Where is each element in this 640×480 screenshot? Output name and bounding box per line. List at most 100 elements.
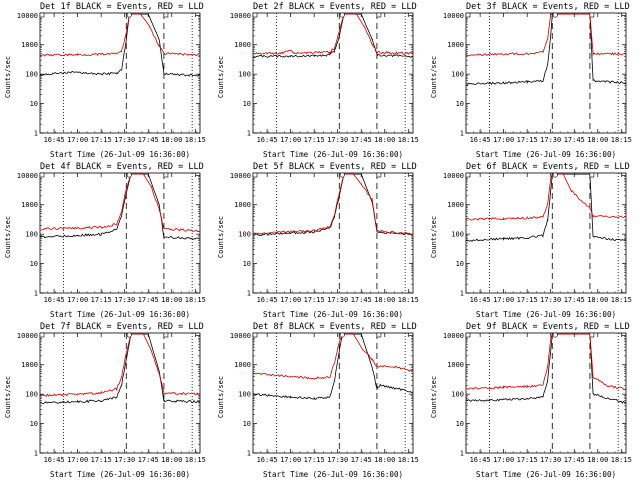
- attenuator-out-marker: [589, 172, 595, 178]
- x-tick-label: 18:00: [587, 136, 608, 144]
- plot-frame: [465, 172, 627, 294]
- attenuator-in-marker: [552, 332, 558, 338]
- lld-series-line: [253, 13, 413, 55]
- y-tick-label: 1000: [21, 41, 38, 49]
- y-axis-label: Counts/sec: [4, 55, 12, 99]
- chart-panel: 1 10 100 1000 10000 16:45 17:00 17:15 17:30 17:45…: [426, 0, 639, 160]
- x-tick-label: 18:00: [374, 136, 395, 144]
- y-tick-label: 1: [460, 130, 464, 138]
- plot-frame: [252, 12, 414, 134]
- chart-canvas: 1 10 100 1000 10000 16:45 17:00 17:15 17:30 17:45…: [230, 12, 419, 144]
- x-tick-label: 17:00: [67, 136, 88, 144]
- chart-panel: 1 10 100 1000 10000 16:45 17:00 17:15 17:30 17:45…: [426, 160, 639, 320]
- plot-frame: [252, 172, 414, 294]
- y-tick-label: 1: [460, 450, 464, 458]
- lld-series-line: [253, 173, 413, 236]
- y-axis-label: Counts/sec: [217, 55, 225, 99]
- chart-canvas: 1 10 100 1000 10000 16:45 17:00 17:15 17:30 17:45…: [230, 172, 419, 304]
- y-tick-label: 10: [456, 100, 464, 108]
- y-tick-label: 1000: [21, 201, 38, 209]
- y-tick-label: 1000: [21, 361, 38, 369]
- x-tick-label: 17:45: [564, 136, 585, 144]
- y-tick-label: 10: [30, 260, 38, 268]
- plot-frame: [465, 12, 627, 134]
- attenuator-state-marker: [465, 172, 471, 178]
- x-tick-label: 17:15: [91, 136, 112, 144]
- events-series-line: [466, 333, 626, 405]
- events-series-line: [40, 173, 200, 240]
- y-tick-label: 10000: [443, 332, 464, 340]
- y-tick-label: 1: [247, 450, 251, 458]
- x-tick-label: 17:15: [517, 136, 538, 144]
- x-tick-label: 18:00: [161, 456, 182, 464]
- lld-series-line: [40, 333, 200, 397]
- x-tick-label: 17:30: [327, 136, 348, 144]
- x-tick-label: 18:15: [398, 456, 419, 464]
- x-tick-label: 17:00: [67, 296, 88, 304]
- y-tick-label: 1000: [447, 201, 464, 209]
- x-tick-label: 17:45: [138, 136, 159, 144]
- y-tick-label: 1: [34, 450, 38, 458]
- events-series-line: [40, 13, 200, 77]
- attenuator-in-marker: [339, 12, 345, 18]
- y-tick-label: 10: [30, 420, 38, 428]
- x-tick-label: 18:00: [161, 296, 182, 304]
- attenuator-out-marker: [376, 332, 382, 338]
- y-tick-label: 10000: [230, 332, 251, 340]
- y-tick-label: 100: [238, 231, 251, 239]
- y-tick-label: 10: [243, 420, 251, 428]
- chart-title: Det 8f BLACK = Events, RED = LLD: [253, 322, 417, 332]
- attenuator-state-marker: [252, 172, 258, 178]
- plot-frame: [465, 332, 627, 454]
- x-axis-label: Start Time (26-Jul-09 16:36:00): [50, 310, 190, 319]
- x-axis-label: Start Time (26-Jul-09 16:36:00): [263, 310, 403, 319]
- chart-canvas: 1 10 100 1000 10000 16:45 17:00 17:15 17:30 17:45…: [443, 332, 632, 464]
- y-tick-label: 1000: [234, 41, 251, 49]
- x-tick-label: 18:15: [185, 456, 206, 464]
- y-tick-label: 10: [456, 260, 464, 268]
- x-axis-label: Start Time (26-Jul-09 16:36:00): [263, 470, 403, 479]
- y-tick-label: 100: [238, 71, 251, 79]
- x-axis-label: Start Time (26-Jul-09 16:36:00): [263, 150, 403, 159]
- y-axis-label: Counts/sec: [4, 215, 12, 259]
- chart-panel: 1 10 100 1000 10000 16:45 17:00 17:15 17:30 17:45…: [0, 160, 213, 320]
- y-tick-label: 1000: [234, 201, 251, 209]
- x-tick-label: 17:15: [517, 456, 538, 464]
- y-axis-label: Counts/sec: [4, 375, 12, 419]
- x-tick-label: 17:00: [493, 456, 514, 464]
- x-tick-label: 17:45: [351, 136, 372, 144]
- lld-series-line: [466, 173, 626, 221]
- chart-title: Det 6f BLACK = Events, RED = LLD: [466, 162, 630, 172]
- x-tick-label: 18:00: [587, 456, 608, 464]
- y-axis-label: Counts/sec: [430, 375, 438, 419]
- x-tick-label: 16:45: [44, 456, 65, 464]
- attenuator-state-marker: [465, 12, 471, 18]
- attenuator-state-marker: [252, 12, 258, 18]
- lld-series-line: [40, 173, 200, 232]
- x-tick-label: 18:15: [611, 456, 632, 464]
- attenuator-state-marker: [39, 12, 45, 18]
- lld-series-line: [253, 333, 413, 380]
- y-tick-label: 10000: [17, 12, 38, 20]
- attenuator-state-marker: [39, 332, 45, 338]
- x-tick-label: 18:15: [611, 296, 632, 304]
- attenuator-out-marker: [589, 12, 595, 18]
- y-tick-label: 100: [451, 391, 464, 399]
- chart-panel: 1 10 100 1000 10000 16:45 17:00 17:15 17:30 17:45…: [426, 320, 639, 480]
- events-series-line: [253, 13, 413, 58]
- y-axis-label: Counts/sec: [430, 215, 438, 259]
- attenuator-in-marker: [339, 332, 345, 338]
- x-tick-label: 17:30: [114, 136, 135, 144]
- plot-frame: [39, 332, 201, 454]
- x-tick-label: 16:45: [257, 296, 278, 304]
- chart-canvas: 1 10 100 1000 10000 16:45 17:00 17:15 17:30 17:45…: [443, 12, 632, 144]
- x-tick-label: 17:00: [280, 456, 301, 464]
- x-tick-label: 18:15: [185, 296, 206, 304]
- y-tick-label: 1: [247, 290, 251, 298]
- plot-frame: [39, 172, 201, 294]
- chart-title: Det 3f BLACK = Events, RED = LLD: [466, 2, 630, 12]
- chart-panel: 1 10 100 1000 10000 16:45 17:00 17:15 17:30 17:45…: [213, 320, 426, 480]
- x-tick-label: 17:15: [91, 456, 112, 464]
- chart-title: Det 4f BLACK = Events, RED = LLD: [40, 162, 204, 172]
